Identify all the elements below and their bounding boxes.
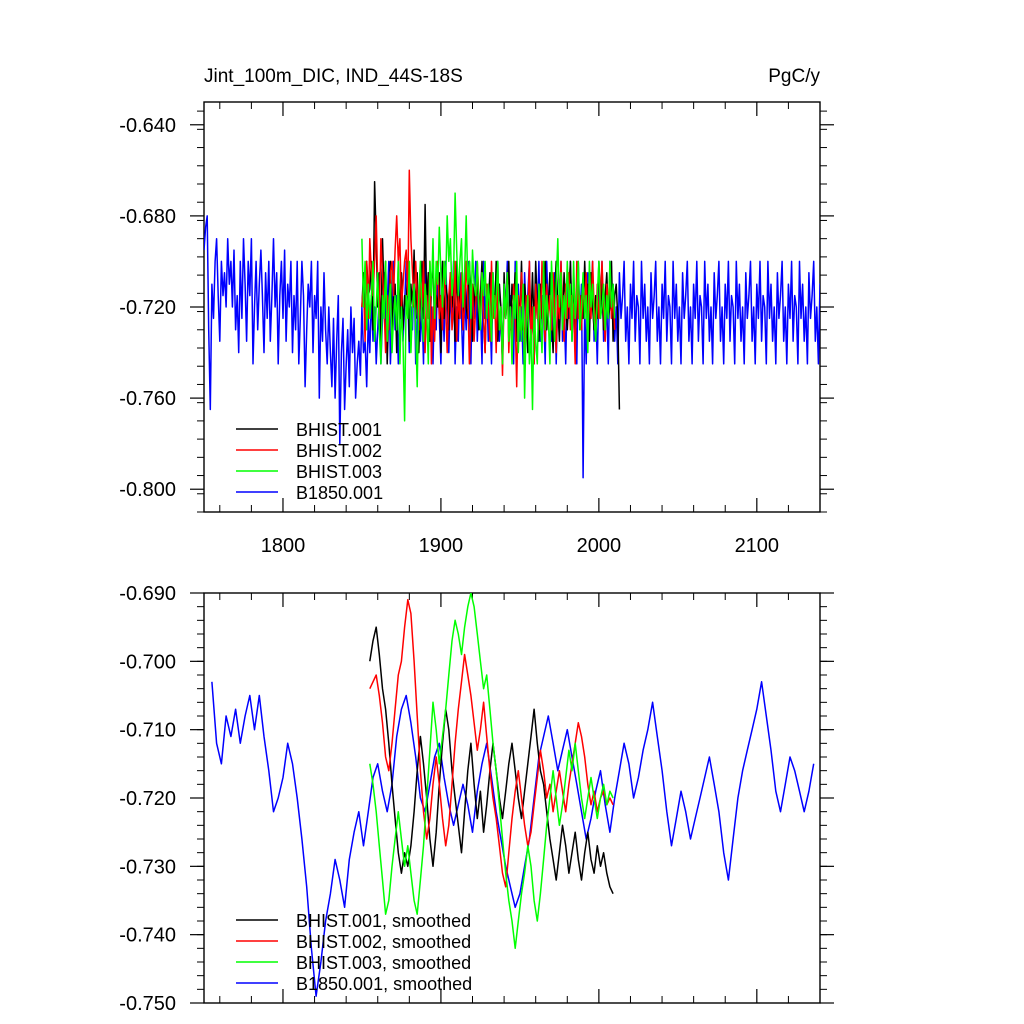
- top-panel: Jint_100m_DIC, IND_44S-18S PgC/y 1800 190…: [119, 66, 834, 557]
- legend-label-b1850-001-smoothed: B1850.001, smoothed: [296, 974, 472, 994]
- y-tick-label: -0.740: [119, 925, 176, 947]
- series-group: [204, 169, 820, 479]
- legend-label-bhist-003-smoothed: BHIST.003, smoothed: [296, 953, 471, 973]
- y-tick-label: -0.800: [119, 479, 176, 501]
- series-line-b1850-001: [204, 215, 820, 479]
- series-group: [211, 593, 815, 997]
- bottom-panel: -0.750 -0.740 -0.730 -0.720 -0.710 -0.700 -0.6…: [119, 583, 834, 1015]
- y-tick-label: -0.680: [119, 206, 176, 228]
- y-tick-label: -0.640: [119, 115, 176, 137]
- bottom-plot-area: -0.750 -0.740 -0.730 -0.720 -0.710 -0.700 -0.6…: [119, 583, 834, 1015]
- legend-label-bhist-002-smoothed: BHIST.002, smoothed: [296, 932, 471, 952]
- series-line-bhist-003: [361, 192, 616, 422]
- legend-label-b1850-001: B1850.001: [296, 483, 383, 503]
- y-tick-label: -0.700: [119, 651, 176, 673]
- y-tick-label: -0.730: [119, 856, 176, 878]
- legend-label-bhist-003: BHIST.003: [296, 462, 382, 482]
- legend-label-bhist-001-smoothed: BHIST.001, smoothed: [296, 911, 471, 931]
- top-panel-units: PgC/y: [768, 66, 820, 87]
- series-line-bhist-003-smoothed: [369, 593, 614, 950]
- x-tick-label: 1800: [261, 535, 306, 557]
- y-tick-label: -0.760: [119, 388, 176, 410]
- y-tick-label: -0.720: [119, 788, 176, 810]
- x-tick-label: 1900: [419, 535, 464, 557]
- x-tick-label: 2100: [735, 535, 780, 557]
- x-tick-label: 2000: [577, 535, 622, 557]
- legend-label-bhist-001: BHIST.001: [296, 420, 382, 440]
- y-tick-label: -0.690: [119, 583, 176, 605]
- series-line-bhist-001-smoothed: [369, 626, 614, 895]
- y-tick-label: -0.710: [119, 720, 176, 742]
- top-panel-title: Jint_100m_DIC, IND_44S-18S: [204, 66, 463, 87]
- series-line-b1850-001-smoothed: [211, 681, 815, 997]
- y-tick-label: -0.750: [119, 993, 176, 1015]
- y-tick-label: -0.720: [119, 297, 176, 319]
- top-plot-area: 1800 1900 2000 2100 -0.800 -0.760 -0.720 -0.680…: [119, 101, 834, 557]
- legend-label-bhist-002: BHIST.002: [296, 441, 382, 461]
